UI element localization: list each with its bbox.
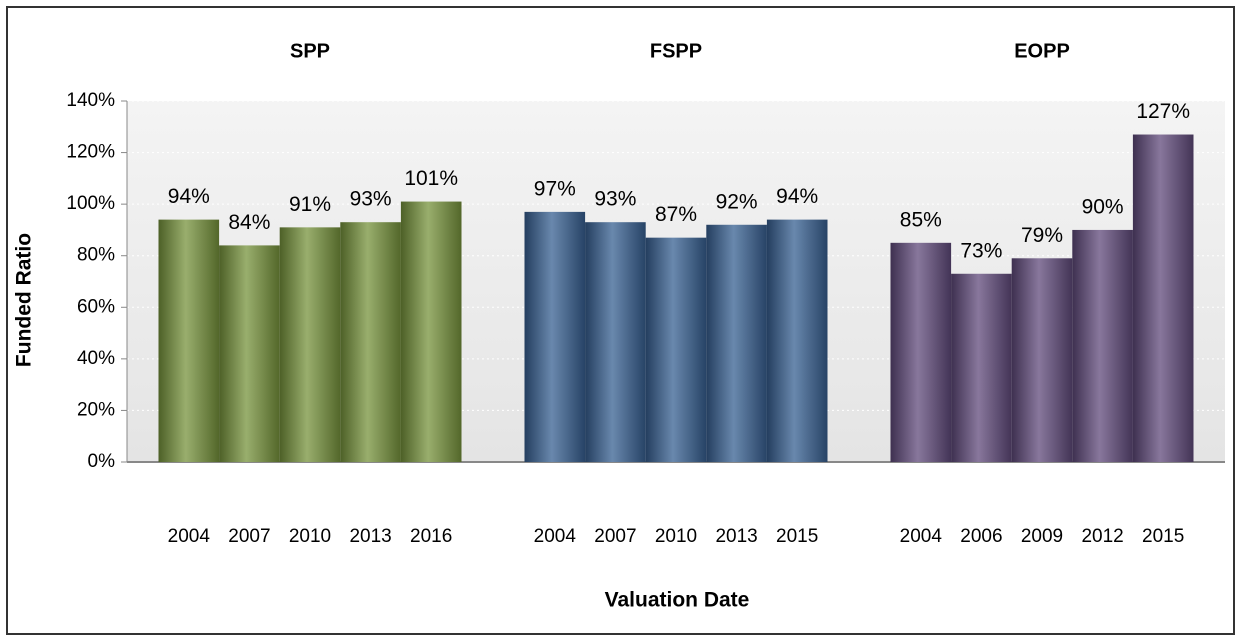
y-tick-label: 60% [77, 296, 115, 317]
x-tick-label: 2004 [534, 526, 577, 547]
x-tick-label: 2006 [960, 526, 1002, 547]
y-tick-label: 20% [77, 399, 115, 420]
value-label: 85% [900, 208, 942, 231]
y-tick-label: 140% [66, 90, 115, 111]
value-label: 97% [534, 177, 576, 200]
group-title: SPP [290, 40, 330, 62]
bar [706, 224, 767, 462]
x-tick-label: 2016 [410, 526, 452, 547]
value-label: 101% [404, 167, 458, 190]
y-tick-label: 120% [66, 142, 115, 163]
y-tick-label: 80% [77, 245, 115, 266]
bar [1072, 229, 1133, 462]
bar [400, 201, 462, 463]
bar [340, 222, 401, 462]
y-tick-label: 100% [66, 193, 115, 214]
x-tick-label: 2013 [715, 526, 757, 547]
value-label: 94% [168, 185, 210, 208]
x-tick-label: 2015 [776, 526, 818, 547]
value-label: 87% [655, 203, 697, 226]
value-label: 79% [1021, 224, 1063, 247]
bar [1011, 258, 1073, 462]
bar [766, 219, 828, 462]
value-label: 127% [1136, 100, 1190, 123]
value-label: 93% [594, 188, 636, 211]
bar [219, 245, 280, 462]
x-tick-label: 2010 [655, 526, 697, 547]
x-tick-label: 2010 [289, 526, 331, 547]
bar [279, 227, 341, 462]
y-axis-title: Funded Ratio [13, 233, 36, 367]
bar [524, 211, 586, 462]
bar [951, 273, 1012, 462]
x-tick-label: 2015 [1142, 526, 1184, 547]
value-label: 73% [960, 239, 1002, 262]
value-label: 91% [289, 193, 331, 216]
bar [1132, 134, 1194, 462]
value-label: 93% [350, 188, 392, 211]
x-tick-label: 2007 [228, 526, 270, 547]
bar [645, 237, 707, 462]
group-title: EOPP [1014, 40, 1070, 62]
x-tick-label: 2009 [1021, 526, 1063, 547]
x-tick-label: 2007 [594, 526, 636, 547]
y-tick-label: 40% [77, 348, 115, 369]
bar [158, 219, 220, 462]
value-label: 84% [228, 211, 270, 234]
value-label: 90% [1082, 195, 1124, 218]
y-tick-label: 0% [88, 451, 116, 472]
bar [585, 222, 646, 462]
group-title: FSPP [650, 40, 702, 62]
bar [890, 242, 952, 462]
value-label: 92% [716, 190, 758, 213]
value-label: 94% [776, 185, 818, 208]
x-axis-title: Valuation Date [605, 589, 750, 612]
x-tick-label: 2013 [349, 526, 391, 547]
x-tick-label: 2012 [1081, 526, 1123, 547]
x-tick-label: 2004 [900, 526, 943, 547]
x-tick-label: 2004 [168, 526, 211, 547]
